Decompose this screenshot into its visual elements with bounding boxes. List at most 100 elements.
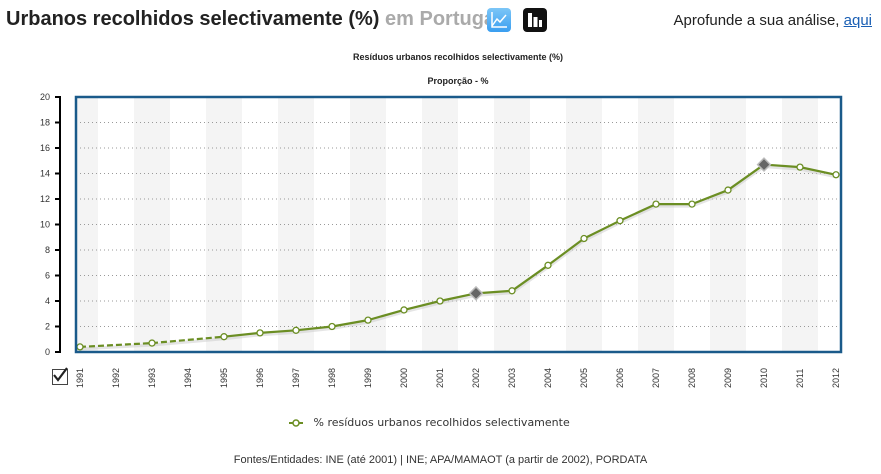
data-point	[76, 343, 84, 351]
x-tick-label: 2001	[435, 368, 445, 388]
y-tick-label: 20	[40, 92, 50, 102]
data-point	[292, 326, 300, 334]
x-tick-label: 1995	[219, 368, 229, 388]
series-segment	[331, 319, 369, 328]
series-segment	[259, 329, 297, 334]
data-point	[508, 287, 516, 295]
series-shadow	[367, 310, 405, 324]
data-point	[220, 333, 228, 341]
y-tick-label: 10	[40, 220, 50, 230]
y-tick-label: 6	[45, 271, 50, 281]
series-segment	[547, 237, 585, 267]
series-segment	[295, 325, 333, 332]
y-tick-label: 2	[45, 322, 50, 332]
x-tick-label: 2003	[507, 368, 517, 388]
title-location: em Portugal	[385, 8, 501, 30]
x-tick-label: 1998	[327, 368, 337, 388]
x-tick-label: 1993	[147, 368, 157, 388]
series-shadow	[331, 320, 369, 330]
source-note: Fontes/Entidades: INE (até 2001) | INE; …	[233, 454, 648, 466]
page-title: Urbanos recolhidos selectivamente (%) em…	[6, 8, 501, 31]
x-tick-label: 2008	[687, 368, 697, 388]
series-segment	[151, 335, 225, 345]
data-point	[616, 217, 624, 225]
series-segment	[727, 163, 765, 191]
data-point	[688, 200, 696, 208]
data-point	[796, 163, 804, 171]
series-segment	[403, 299, 441, 311]
chart-title: Resíduos urbanos recolhidos selectivamen…	[353, 52, 563, 62]
series-shadow	[259, 330, 297, 337]
series-shadow	[295, 327, 333, 334]
y-tick-label: 18	[40, 118, 50, 128]
title-text: Urbanos recolhidos selectivamente (%)	[6, 8, 380, 30]
data-point	[832, 171, 840, 179]
y-tick-label: 16	[40, 143, 50, 153]
plot-frame	[74, 95, 843, 354]
show-all-checkbox[interactable]	[52, 367, 68, 385]
series-shadow	[583, 221, 621, 242]
analysis-prompt: Aprofunde a sua análise, aqui	[674, 12, 872, 29]
legend-marker-icon	[289, 419, 303, 427]
y-tick-label: 4	[45, 296, 50, 306]
y-tick-label: 8	[45, 245, 50, 255]
x-tick-label: 2006	[615, 368, 625, 388]
series-segment	[583, 219, 621, 240]
data-point	[364, 316, 372, 324]
x-tick-label: 2010	[759, 368, 769, 388]
series-segment	[799, 166, 837, 176]
series-shadow	[475, 291, 513, 297]
x-tick-label: 1991	[75, 368, 85, 388]
legend-label: % resíduos urbanos recolhidos selectivam…	[313, 416, 570, 429]
series-shadow	[511, 266, 549, 295]
x-tick-label: 2005	[579, 368, 589, 388]
data-point-highlight	[756, 157, 772, 172]
data-point	[436, 297, 444, 305]
series-shadow	[619, 204, 657, 225]
data-point	[400, 306, 408, 314]
line-chart-icon[interactable]	[487, 8, 511, 32]
data-point-highlight	[468, 285, 484, 301]
legend[interactable]: % resíduos urbanos recolhidos selectivam…	[288, 416, 570, 429]
series-shadow	[691, 190, 729, 208]
data-point	[652, 200, 660, 208]
x-tick-label: 2012	[831, 368, 841, 388]
y-tick-label: 0	[45, 347, 50, 357]
series-shadow	[547, 239, 585, 269]
x-tick-label: 1996	[255, 368, 265, 388]
x-tick-label: 2009	[723, 368, 733, 388]
analysis-link[interactable]: aqui	[843, 12, 872, 29]
x-tick-label: 1999	[363, 368, 373, 388]
chart: Resíduos urbanos recolhidos selectivamen…	[40, 52, 843, 388]
x-tick-label: 2007	[651, 368, 661, 388]
analysis-text: Aprofunde a sua análise,	[673, 12, 840, 29]
series-segment	[619, 203, 657, 222]
x-tick-label: 2011	[795, 369, 805, 388]
x-tick-label: 2004	[543, 368, 553, 388]
data-point	[544, 261, 552, 269]
x-tick-label: 2002	[471, 368, 481, 388]
series-segment	[691, 189, 729, 206]
y-tick-label: 12	[40, 194, 50, 204]
series-shadow	[403, 301, 441, 314]
bar-chart-icon[interactable]	[523, 8, 547, 32]
series-shadow	[223, 333, 261, 341]
data-point	[580, 234, 588, 243]
series-shadow	[727, 165, 765, 194]
column-band	[76, 97, 98, 352]
data-point	[148, 339, 156, 347]
chart-subtitle: Proporção - %	[427, 76, 488, 86]
series-shadow	[79, 343, 153, 351]
y-tick-label: 14	[40, 169, 50, 179]
x-tick-label: 1997	[291, 368, 301, 388]
x-tick-label: 2000	[399, 368, 409, 388]
x-tick-label: 1994	[183, 368, 193, 388]
series-shadow	[439, 293, 477, 305]
series-segment	[223, 331, 261, 338]
x-tick-label: 1992	[111, 368, 121, 388]
series-segment	[79, 341, 153, 348]
series-segment	[511, 264, 549, 292]
series-shadow	[151, 337, 225, 347]
data-point	[724, 186, 732, 194]
series-shadow	[763, 165, 801, 171]
